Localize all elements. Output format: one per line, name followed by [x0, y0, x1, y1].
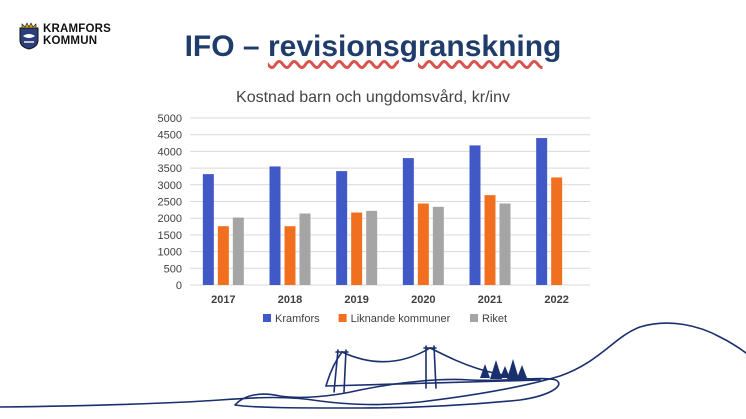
bridge-cable — [341, 347, 431, 363]
bar — [499, 203, 511, 285]
bridge-backstay — [325, 347, 541, 387]
logo-line-2: KOMMUN — [43, 35, 98, 47]
bar — [432, 206, 444, 285]
island-outline — [234, 377, 560, 409]
y-tick-label: 1500 — [158, 230, 182, 242]
shoreline-line — [0, 322, 746, 408]
bridge-deck — [325, 379, 541, 387]
bar — [417, 203, 429, 285]
bar — [299, 213, 311, 285]
y-tick-label: 500 — [164, 263, 182, 275]
y-tick-label: 5000 — [158, 113, 182, 125]
logo-line-1: KRAMFORS — [43, 23, 112, 35]
legend-swatch — [470, 314, 478, 322]
legend-swatch — [338, 314, 347, 322]
y-tick-label: 2000 — [158, 213, 182, 225]
bridge-tower-right — [423, 345, 437, 389]
legend-label: Kramfors — [275, 313, 320, 325]
logo-text: KRAMFORS KOMMUN — [43, 23, 111, 47]
bar — [536, 138, 548, 285]
legend-label: Liknande kommuner — [351, 313, 451, 325]
kramfors-logo: KRAMFORS KOMMUN — [18, 20, 128, 56]
y-tick-label: 4500 — [158, 130, 182, 142]
bar — [551, 177, 563, 285]
x-tick-label: 2020 — [411, 294, 435, 306]
y-tick-label: 3500 — [158, 163, 182, 175]
y-tick-label: 1000 — [158, 247, 182, 259]
legend-swatch — [263, 314, 271, 322]
y-tick-label: 3000 — [158, 180, 182, 192]
x-tick-label: 2018 — [278, 294, 302, 306]
x-tick-label: 2019 — [344, 294, 368, 306]
bar — [351, 212, 363, 285]
coat-of-arms-icon — [19, 22, 39, 50]
bar — [217, 226, 229, 285]
bar — [336, 171, 348, 285]
slide-title-main: revisionsgranskning — [267, 30, 562, 63]
bar — [366, 210, 378, 285]
bar — [484, 195, 496, 285]
slide-title-prefix: IFO – — [184, 30, 268, 63]
y-tick-label: 2500 — [158, 197, 182, 209]
x-tick-label: 2022 — [544, 294, 568, 306]
bar — [284, 226, 296, 285]
tree-group — [480, 359, 527, 379]
x-tick-label: 2021 — [478, 294, 502, 306]
bar — [232, 217, 244, 285]
legend-label: Riket — [482, 313, 507, 325]
x-tick-label: 2017 — [211, 294, 235, 306]
bar — [402, 158, 414, 285]
y-tick-label: 4000 — [158, 146, 182, 158]
y-tick-label: 0 — [176, 280, 182, 292]
bar — [469, 145, 481, 285]
bar — [202, 174, 214, 285]
bar — [269, 166, 281, 285]
chart-title: Kostnad barn och ungdomsvård, kr/inv — [236, 88, 510, 106]
slide-title: IFO – revisionsgranskning — [0, 30, 746, 64]
